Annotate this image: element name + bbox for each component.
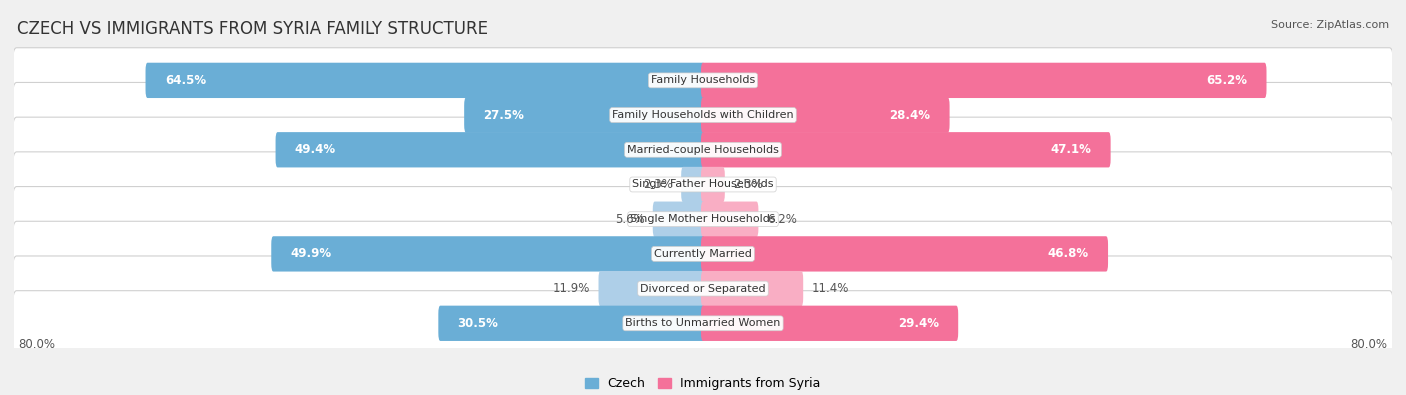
Text: 11.4%: 11.4% xyxy=(811,282,849,295)
Text: 49.9%: 49.9% xyxy=(291,247,332,260)
Text: Family Households: Family Households xyxy=(651,75,755,85)
Text: 11.9%: 11.9% xyxy=(553,282,591,295)
Text: Divorced or Separated: Divorced or Separated xyxy=(640,284,766,293)
Text: Married-couple Households: Married-couple Households xyxy=(627,145,779,155)
FancyBboxPatch shape xyxy=(702,98,949,133)
FancyBboxPatch shape xyxy=(681,167,704,202)
FancyBboxPatch shape xyxy=(13,152,1393,217)
FancyBboxPatch shape xyxy=(599,271,704,306)
FancyBboxPatch shape xyxy=(702,167,725,202)
Text: 49.4%: 49.4% xyxy=(295,143,336,156)
FancyBboxPatch shape xyxy=(702,271,803,306)
FancyBboxPatch shape xyxy=(13,83,1393,148)
Text: Source: ZipAtlas.com: Source: ZipAtlas.com xyxy=(1271,20,1389,30)
Text: 65.2%: 65.2% xyxy=(1206,74,1247,87)
FancyBboxPatch shape xyxy=(702,63,1267,98)
FancyBboxPatch shape xyxy=(464,98,704,133)
Text: 46.8%: 46.8% xyxy=(1047,247,1088,260)
Text: 64.5%: 64.5% xyxy=(165,74,205,87)
FancyBboxPatch shape xyxy=(702,201,758,237)
FancyBboxPatch shape xyxy=(13,117,1393,182)
FancyBboxPatch shape xyxy=(702,132,1111,167)
Text: 5.6%: 5.6% xyxy=(614,213,644,226)
Text: 30.5%: 30.5% xyxy=(457,317,499,330)
FancyBboxPatch shape xyxy=(13,221,1393,286)
Text: 2.3%: 2.3% xyxy=(643,178,673,191)
FancyBboxPatch shape xyxy=(276,132,704,167)
FancyBboxPatch shape xyxy=(13,291,1393,356)
FancyBboxPatch shape xyxy=(652,201,704,237)
FancyBboxPatch shape xyxy=(439,306,704,341)
Text: 28.4%: 28.4% xyxy=(890,109,931,122)
Text: Single Father Households: Single Father Households xyxy=(633,179,773,190)
Text: 80.0%: 80.0% xyxy=(1351,339,1388,351)
Text: Family Households with Children: Family Households with Children xyxy=(612,110,794,120)
Text: 80.0%: 80.0% xyxy=(18,339,55,351)
Legend: Czech, Immigrants from Syria: Czech, Immigrants from Syria xyxy=(581,372,825,395)
Text: 47.1%: 47.1% xyxy=(1050,143,1091,156)
FancyBboxPatch shape xyxy=(146,63,704,98)
Text: Currently Married: Currently Married xyxy=(654,249,752,259)
FancyBboxPatch shape xyxy=(13,186,1393,252)
Text: Births to Unmarried Women: Births to Unmarried Women xyxy=(626,318,780,328)
Text: 27.5%: 27.5% xyxy=(484,109,524,122)
Text: CZECH VS IMMIGRANTS FROM SYRIA FAMILY STRUCTURE: CZECH VS IMMIGRANTS FROM SYRIA FAMILY ST… xyxy=(17,20,488,38)
Text: 29.4%: 29.4% xyxy=(898,317,939,330)
FancyBboxPatch shape xyxy=(702,306,959,341)
FancyBboxPatch shape xyxy=(13,256,1393,321)
Text: 2.3%: 2.3% xyxy=(733,178,763,191)
FancyBboxPatch shape xyxy=(702,236,1108,271)
FancyBboxPatch shape xyxy=(13,48,1393,113)
Text: Single Mother Households: Single Mother Households xyxy=(630,214,776,224)
Text: 6.2%: 6.2% xyxy=(766,213,797,226)
FancyBboxPatch shape xyxy=(271,236,704,271)
